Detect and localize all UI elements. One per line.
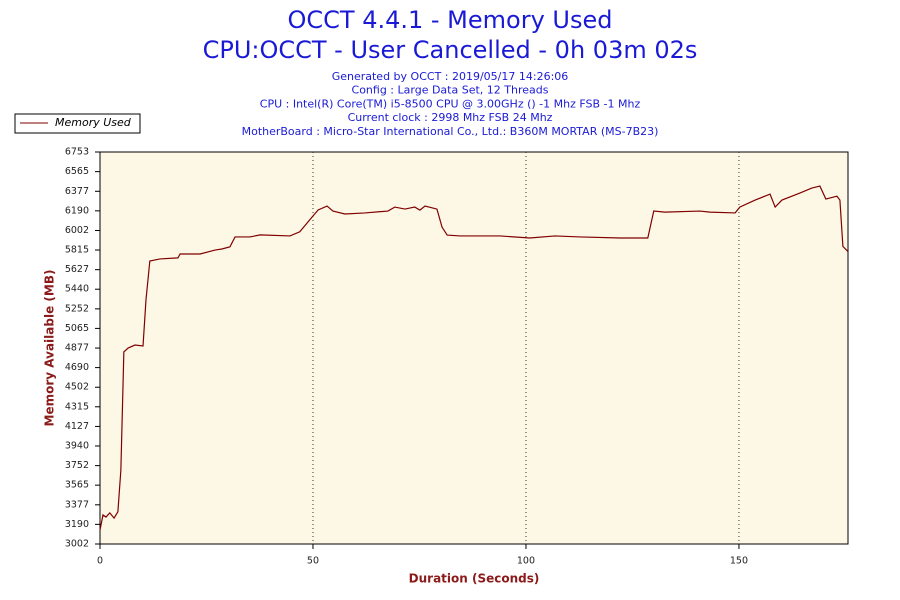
plot-area [99, 151, 849, 545]
x-tick-label: 0 [97, 556, 103, 567]
y-tick-label: 5252 [65, 303, 89, 314]
y-tick-label: 4315 [65, 401, 89, 412]
info-line: Generated by OCCT : 2019/05/17 14:26:06 [332, 70, 569, 83]
data-line [99, 185, 849, 531]
chart-subtitle: CPU:OCCT - User Cancelled - 0h 03m 02s [203, 36, 698, 64]
y-tick-label: 4690 [65, 362, 89, 373]
y-tick-label: 6190 [65, 205, 89, 216]
chart-title: OCCT 4.4.1 - Memory Used [288, 6, 613, 34]
x-tick-label: 100 [517, 556, 535, 567]
y-tick-label: 4502 [65, 382, 89, 393]
info-line: Current clock : 2998 Mhz FSB 24 Mhz [348, 111, 553, 124]
y-tick-label: 5440 [65, 284, 89, 295]
x-tick-label: 150 [730, 556, 748, 567]
x-axis-label: Duration (Seconds) [409, 572, 540, 586]
y-tick-label: 6565 [65, 166, 89, 177]
info-line: MotherBoard : Micro-Star International C… [242, 125, 659, 138]
y-tick-label: 3565 [65, 480, 89, 491]
y-tick-label: 4127 [65, 421, 89, 432]
y-tick-label: 3002 [65, 539, 89, 550]
y-tick-label: 3752 [65, 460, 89, 471]
y-tick-label: 6002 [65, 225, 89, 236]
y-axis-label: Memory Available (MB) [43, 270, 57, 427]
y-tick-label: 6753 [65, 147, 89, 158]
y-tick-label: 3377 [65, 499, 89, 510]
y-tick-label: 3190 [65, 519, 89, 530]
y-tick-label: 4877 [65, 343, 89, 354]
info-line: CPU : Intel(R) Core(TM) i5-8500 CPU @ 3.… [260, 97, 641, 110]
x-tick-label: 50 [307, 556, 319, 567]
y-tick-label: 6377 [65, 186, 89, 197]
y-tick-label: 3940 [65, 440, 89, 451]
y-tick-label: 5815 [65, 245, 89, 256]
info-line: Config : Large Data Set, 12 Threads [352, 84, 549, 97]
y-tick-label: 5627 [65, 264, 89, 275]
y-tick-label: 5065 [65, 323, 89, 334]
legend-label: Memory Used [55, 116, 132, 129]
legend [14, 113, 141, 134]
